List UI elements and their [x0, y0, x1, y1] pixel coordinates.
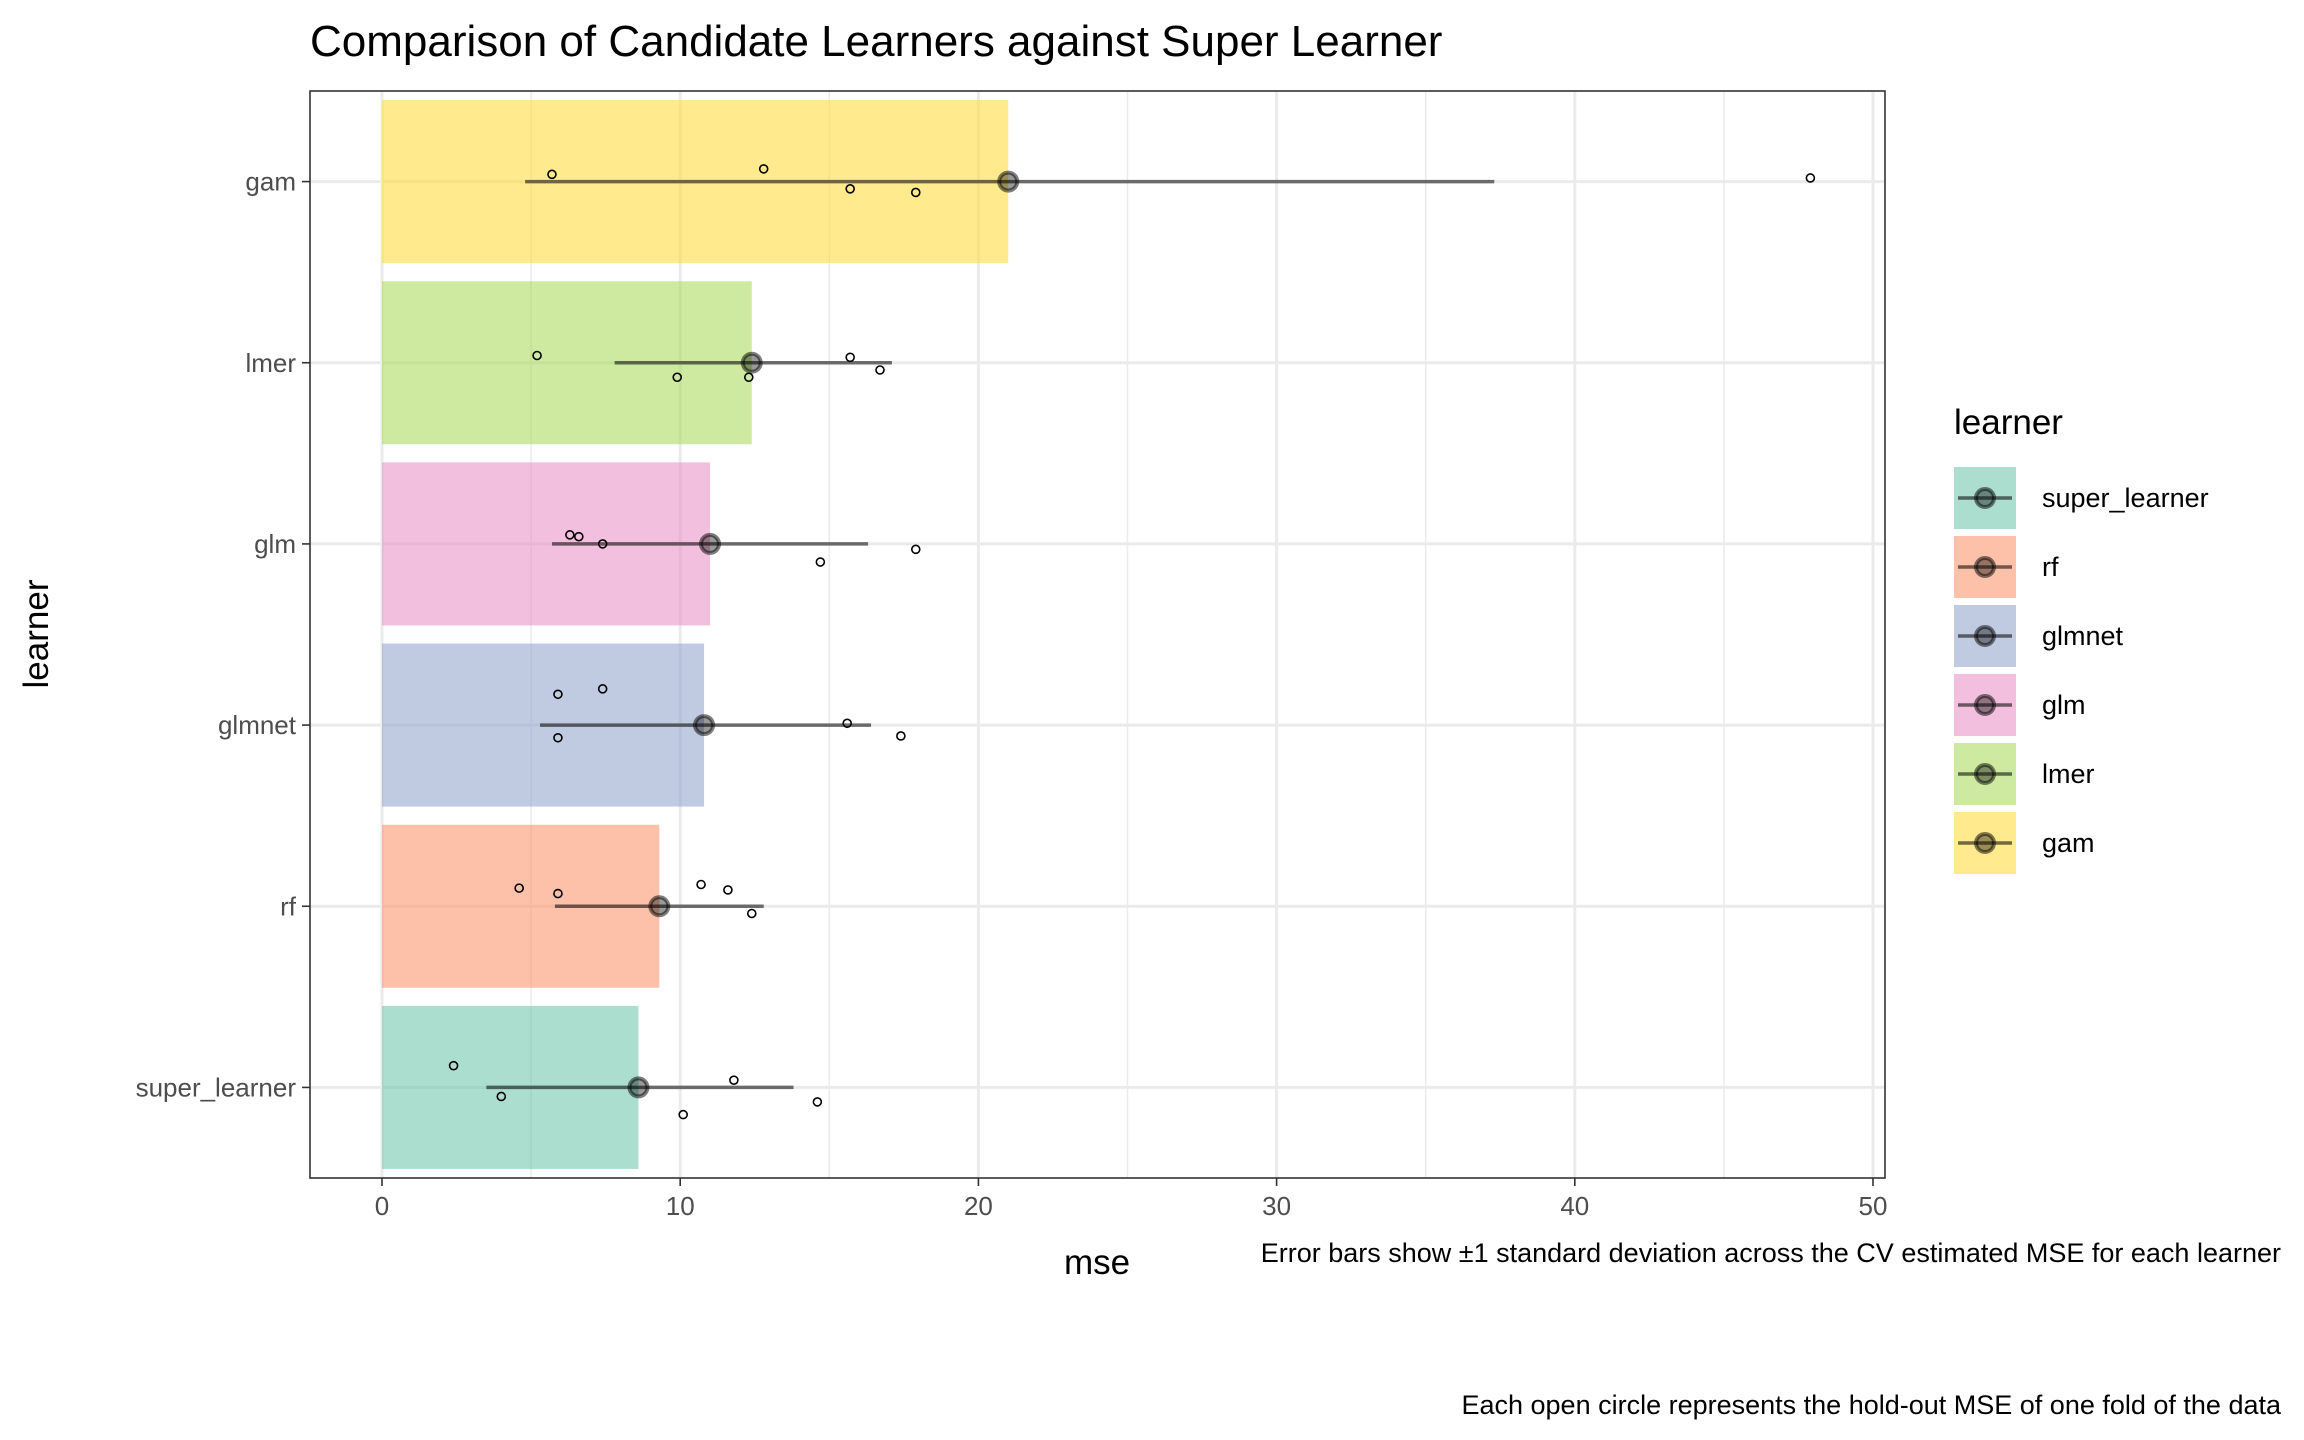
- legend-label: rf: [2042, 552, 2059, 582]
- fold-point-glm: [815, 557, 826, 567]
- x-tick-label: 10: [666, 1191, 695, 1221]
- plot-panel-border: [309, 90, 1886, 1179]
- fold-point-lmer: [875, 365, 885, 375]
- legend-label: gam: [2042, 828, 2095, 858]
- y-axis-title: learner: [17, 579, 56, 688]
- fold-point-glm: [565, 530, 575, 540]
- x-axis-ticks: 0 10 20 30 40 50: [375, 1178, 1888, 1221]
- mean-point-rf: [648, 895, 671, 918]
- fold-point-glmnet: [896, 731, 906, 741]
- fold-point-rf: [514, 883, 524, 893]
- fold-point-super_learner: [678, 1109, 688, 1120]
- x-tick-label: 50: [1859, 1191, 1888, 1221]
- legend-key-point: [1974, 763, 1996, 785]
- legend-label: glmnet: [2042, 621, 2124, 651]
- fold-point-rf: [723, 885, 733, 895]
- mean-point-super_learner: [627, 1076, 650, 1099]
- y-tick-label: gam: [245, 167, 296, 197]
- fold-point-gam: [758, 164, 769, 174]
- fold-point-glmnet: [553, 732, 563, 743]
- legend-key-point: [1974, 556, 1996, 578]
- x-tick-label: 0: [375, 1191, 389, 1221]
- fold-point-glm: [574, 531, 584, 542]
- caption-open-circles: Each open circle represents the hold-out…: [1461, 1390, 2281, 1420]
- caption-error-bars: Error bars show ±1 standard deviation ac…: [1261, 1238, 2281, 1268]
- mean-point-glmnet: [693, 714, 716, 737]
- legend-label: lmer: [2042, 759, 2095, 789]
- legend-key-point: [1974, 625, 1996, 647]
- fold-point-lmer: [743, 372, 754, 383]
- fold-point-gam: [1805, 173, 1816, 183]
- fold-point-gam: [547, 169, 557, 180]
- fold-point-gam: [910, 187, 921, 198]
- legend-key-point: [1974, 487, 1996, 509]
- legend-label: super_learner: [2042, 483, 2209, 513]
- fold-point-glmnet: [553, 689, 563, 700]
- fold-point-glm: [910, 544, 921, 555]
- fold-point-lmer: [845, 352, 855, 363]
- y-tick-label: lmer: [245, 348, 296, 378]
- fold-point-super_learner: [448, 1060, 459, 1071]
- fold-point-rf: [553, 888, 563, 899]
- legend-key-point: [1974, 694, 1996, 716]
- mean-point-lmer: [740, 351, 763, 374]
- y-axis-ticks: super_learner rf glmnet glm lmer gam: [136, 167, 310, 1102]
- chart-title: Comparison of Candidate Learners against…: [310, 17, 1442, 66]
- legend-label: glm: [2042, 690, 2086, 720]
- x-tick-label: 40: [1560, 1191, 1589, 1221]
- fold-point-rf: [746, 908, 757, 919]
- fold-point-super_learner: [729, 1075, 739, 1085]
- legend-title: learner: [1954, 403, 2063, 442]
- legend-key-point: [1974, 832, 1996, 854]
- fold-point-lmer: [532, 350, 542, 361]
- fold-point-super_learner: [496, 1091, 507, 1102]
- y-tick-label: glm: [254, 529, 296, 559]
- fold-point-glm: [597, 539, 608, 549]
- y-tick-label: super_learner: [136, 1072, 297, 1102]
- fold-point-lmer: [672, 372, 683, 383]
- x-tick-label: 30: [1262, 1191, 1291, 1221]
- bars: [382, 100, 1009, 1169]
- fold-point-glmnet: [842, 718, 852, 729]
- y-tick-label: glmnet: [218, 710, 297, 740]
- x-tick-label: 20: [964, 1191, 993, 1221]
- y-tick-label: rf: [280, 891, 297, 921]
- error-bars-and-points: [448, 164, 1816, 1120]
- fold-point-glmnet: [597, 684, 608, 694]
- mean-point-gam: [997, 170, 1020, 193]
- fold-point-gam: [845, 184, 855, 194]
- fold-point-rf: [696, 879, 706, 890]
- fold-point-super_learner: [812, 1097, 823, 1107]
- x-axis-title: mse: [1064, 1243, 1130, 1282]
- mean-point-glm: [699, 532, 722, 555]
